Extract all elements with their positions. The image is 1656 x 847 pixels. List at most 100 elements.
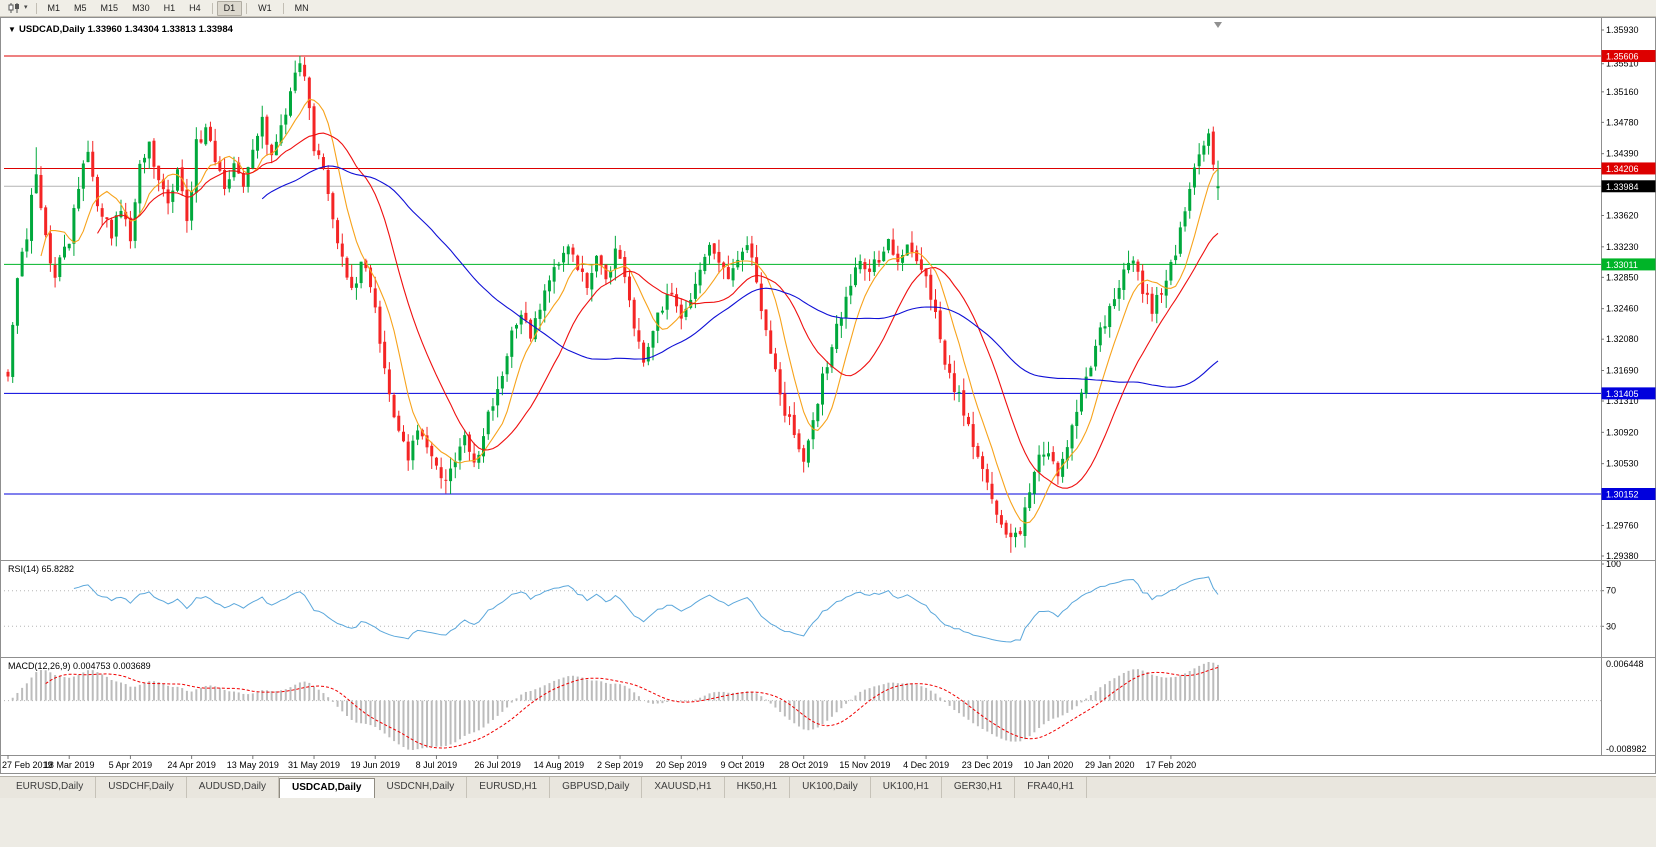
candle-body [453, 461, 457, 468]
timeframe-button-mn[interactable]: MN [294, 2, 309, 13]
timeframe-button-h4[interactable]: H4 [189, 2, 201, 13]
price-tick-label: 1.29760 [1606, 520, 1639, 530]
candle-body [345, 257, 349, 278]
candle-body [420, 429, 424, 437]
candle-body [246, 167, 250, 187]
resistance-line-2-label-text: 1.34206 [1606, 164, 1639, 174]
candle-body [1160, 293, 1164, 295]
price-tick-label: 1.30530 [1606, 459, 1639, 469]
candle-body [613, 248, 617, 269]
candle-body [934, 299, 938, 312]
candle-body [284, 114, 288, 125]
tab-uk100-h1[interactable]: UK100,H1 [871, 777, 942, 798]
candle-body [288, 91, 292, 116]
candle-body [1070, 425, 1074, 449]
candle-body [208, 126, 212, 141]
timeframe-button-d1[interactable]: D1 [216, 0, 243, 16]
candle-body [755, 257, 759, 283]
candle-body [34, 174, 38, 194]
rsi-line [73, 576, 1219, 643]
macd-label: MACD(12,26,9) 0.004753 0.003689 [8, 661, 151, 671]
candle-body [882, 251, 886, 262]
candle-body [675, 294, 679, 307]
tab-audusd-daily[interactable]: AUDUSD,Daily [187, 777, 280, 798]
candle-body [105, 217, 109, 220]
pivot-line-green-label [1601, 258, 1656, 271]
date-axis-label: 15 Nov 2019 [839, 760, 890, 770]
candle-body [213, 140, 217, 163]
timeframe-button-m5[interactable]: M5 [74, 2, 87, 13]
candle-body [1112, 299, 1116, 307]
resistance-line-1-label-text: 1.35606 [1606, 52, 1639, 62]
candle-body [1192, 167, 1196, 188]
candle-body [486, 411, 490, 435]
timeframe-toolbar: ▾ M1 M5 M15 M30 H1 H4 D1 W1 MN [0, 0, 1656, 17]
candle-body [430, 445, 434, 457]
candle-body [1014, 532, 1018, 538]
price-chart[interactable]: 10070300.006448-0.0089821.359301.355101.… [0, 17, 1656, 776]
candle-body [472, 453, 476, 463]
tab-eurusd-h1[interactable]: EURUSD,H1 [467, 777, 551, 798]
timeframe-button-m30[interactable]: M30 [132, 2, 150, 13]
current-price-line-label [1601, 180, 1656, 193]
candle-body [769, 330, 773, 354]
candle-body [383, 341, 387, 369]
candle-body [298, 63, 302, 73]
candle-body [1117, 287, 1121, 299]
date-axis-label: 18 Mar 2019 [44, 760, 95, 770]
candle-body [642, 342, 646, 363]
candle-body [868, 268, 872, 272]
timeframe-button-m1[interactable]: M1 [47, 2, 61, 13]
candle-body [303, 64, 307, 77]
date-axis-label: 26 Jul 2019 [474, 760, 521, 770]
tab-ger30-h1[interactable]: GER30,H1 [942, 777, 1016, 798]
chart-type-button[interactable]: ▾ [4, 1, 32, 16]
candle-body [185, 189, 189, 222]
tab-eurusd-daily[interactable]: EURUSD,Daily [4, 777, 97, 798]
chart-menu-icon[interactable]: ▼ [8, 25, 16, 34]
timeframe-button-h1[interactable]: H1 [163, 2, 176, 13]
candle-body [731, 268, 735, 281]
candle-body [25, 239, 29, 252]
tab-gbpusd-daily[interactable]: GBPUSD,Daily [550, 777, 643, 798]
chart-shift-marker[interactable] [1214, 22, 1222, 28]
timeframe-button-m15[interactable]: M15 [100, 2, 119, 13]
candle-body [1141, 270, 1145, 294]
timeframe-button-w1[interactable]: W1 [258, 2, 272, 13]
candle-body [1094, 345, 1098, 367]
candle-body [1216, 186, 1220, 189]
tab-xauusd-h1[interactable]: XAUUSD,H1 [642, 777, 725, 798]
candle-body [77, 188, 81, 209]
price-tick-label: 1.32080 [1606, 334, 1639, 344]
date-axis-label: 8 Jul 2019 [416, 760, 458, 770]
candle-body [256, 135, 260, 151]
tab-usdcad-daily[interactable]: USDCAD,Daily [279, 778, 375, 798]
candle-body [496, 389, 500, 406]
candle-body [1042, 454, 1046, 457]
candle-body [491, 406, 495, 411]
tab-hk50-h1[interactable]: HK50,H1 [725, 777, 791, 798]
date-axis-label: 17 Feb 2020 [1146, 760, 1197, 770]
candle-body [538, 309, 542, 319]
macd-signal-line [45, 667, 1219, 749]
date-axis-label: 31 May 2019 [288, 760, 340, 770]
candle-body [425, 435, 429, 448]
candle-body [1056, 462, 1060, 477]
candle-body [938, 310, 942, 340]
tab-fra40-h1[interactable]: FRA40,H1 [1015, 777, 1087, 798]
candle-body [1028, 492, 1032, 509]
candle-body [1188, 188, 1192, 211]
ma-8-line [40, 98, 1219, 524]
candle-body [15, 278, 19, 326]
tab-usdchf-daily[interactable]: USDCHF,Daily [96, 777, 187, 798]
candle-body [1136, 261, 1140, 272]
candle-body [552, 267, 556, 282]
candle-body [317, 150, 321, 156]
candle-body [232, 163, 236, 178]
tab-usdcnh-daily[interactable]: USDCNH,Daily [375, 777, 468, 798]
candle-body [44, 207, 48, 236]
candle-body [11, 324, 15, 377]
candle-body [708, 244, 712, 256]
tab-uk100-daily[interactable]: UK100,Daily [790, 777, 871, 798]
